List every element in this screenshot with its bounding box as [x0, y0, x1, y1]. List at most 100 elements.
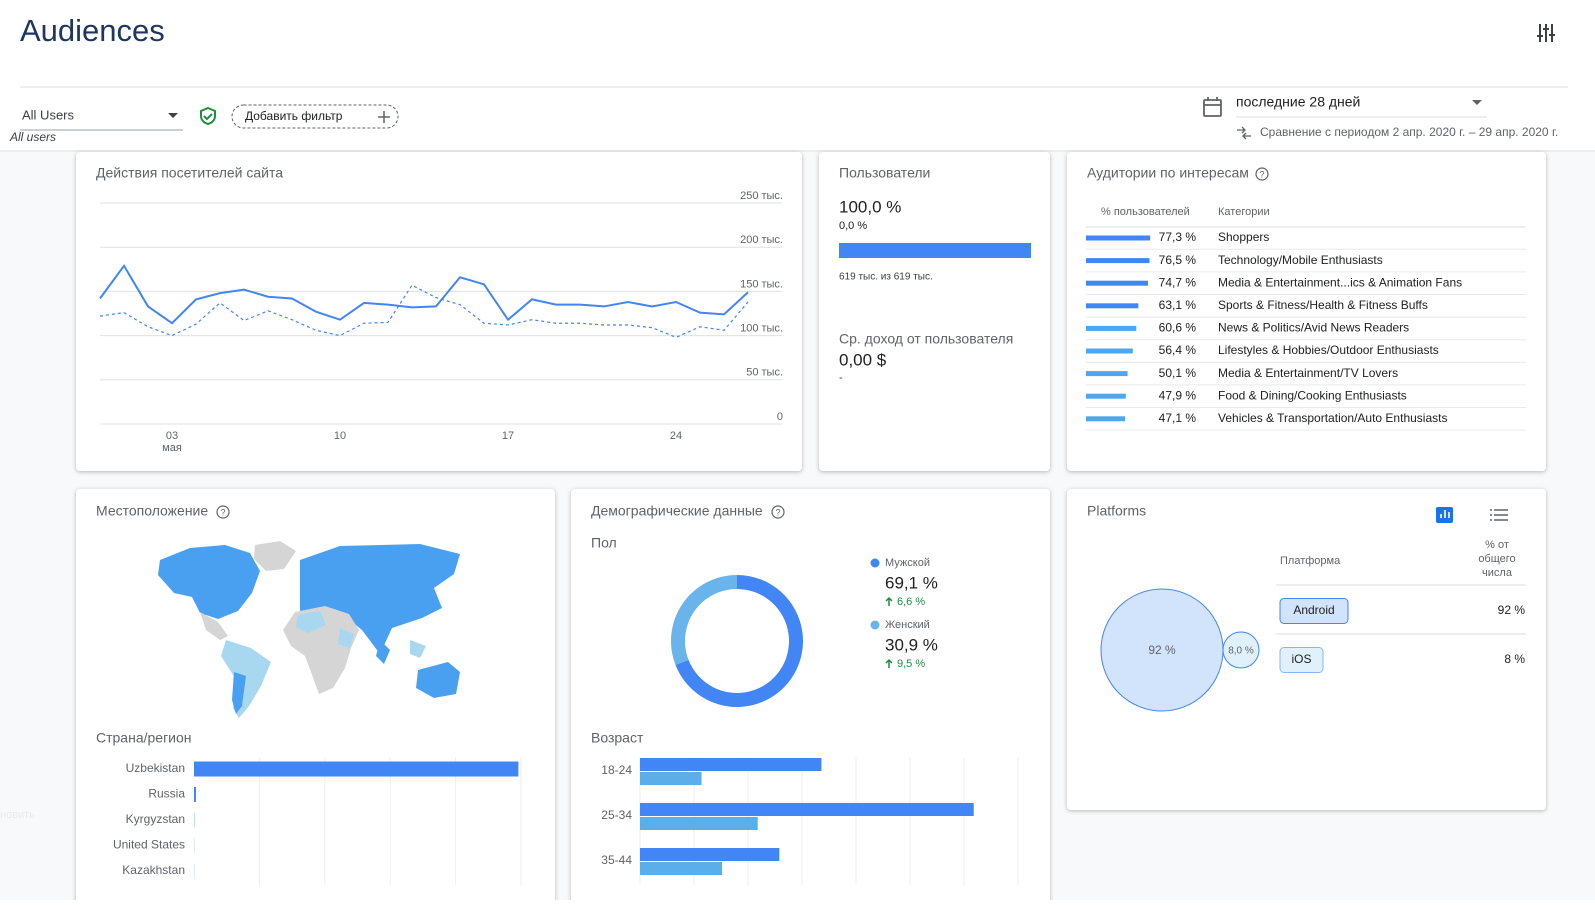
column-header: Категории [1218, 206, 1270, 218]
age-bar [640, 817, 758, 830]
column-header: % пользователей [1101, 206, 1190, 218]
interest-value: 74,7 % [1159, 275, 1197, 289]
revenue-change: - [839, 372, 843, 384]
revenue-title: Ср. доход от пользователя [839, 331, 1013, 347]
date-range[interactable]: последние 28 дней [1236, 94, 1360, 110]
x-tick-label: 03 [166, 430, 178, 442]
section-title: Возраст [591, 730, 644, 746]
interest-value: 56,4 % [1159, 343, 1197, 357]
interest-value: 77,3 % [1159, 230, 1197, 244]
column-header-wrap: % от общего числа [1472, 538, 1532, 584]
interest-bar [1086, 371, 1128, 376]
gender-change: 9,5 % [897, 658, 925, 670]
interest-bar [1086, 236, 1150, 241]
interest-value: 50,1 % [1159, 366, 1197, 380]
interest-category: Media & Entertainment/TV Lovers [1218, 366, 1398, 380]
interest-bar [1086, 303, 1138, 308]
legend-label: Женский [885, 619, 930, 631]
revenue-value: 0,00 $ [839, 350, 887, 369]
legend-dot [871, 559, 880, 568]
country-label: United States [113, 838, 185, 852]
column-header: % от общего числа [1472, 538, 1522, 580]
card-title: Местоположение [96, 503, 208, 519]
gender-value: 30,9 % [885, 635, 938, 654]
country-bar [194, 787, 196, 802]
y-tick-label: 100 тыс. [740, 323, 783, 335]
page-title: Audiences [20, 13, 165, 48]
platform-value: 92 % [1498, 603, 1526, 617]
gender-value: 69,1 % [885, 573, 938, 592]
interest-value: 47,1 % [1159, 411, 1197, 425]
interest-category: Shoppers [1218, 230, 1269, 244]
users-count: 619 тыс. из 619 тыс. [839, 272, 933, 283]
card-title: Демографические данные [591, 503, 763, 519]
x-month-label: мая [162, 442, 182, 454]
y-tick-label: 250 тыс. [740, 190, 783, 202]
platform-name: Android [1293, 603, 1334, 617]
x-tick-label: 17 [502, 430, 514, 442]
shield-icon [201, 108, 215, 124]
y-tick-label: 0 [777, 411, 783, 423]
country-label: Uzbekistan [126, 761, 185, 775]
country-label: Kyrgyzstan [126, 812, 185, 826]
compare-icon [1237, 127, 1251, 139]
users-change: 0,0 % [839, 220, 867, 232]
interest-value: 60,6 % [1159, 321, 1197, 335]
interest-category: Media & Entertainment...ics & Animation … [1218, 275, 1462, 289]
svg-text:?: ? [220, 507, 225, 517]
card-title: Пользователи [839, 165, 930, 181]
card-title: Platforms [1087, 503, 1146, 519]
interest-category: Sports & Fitness/Health & Fitness Buffs [1218, 298, 1428, 312]
country-bar [194, 762, 518, 777]
interest-value: 76,5 % [1159, 253, 1197, 267]
age-bar [640, 803, 974, 816]
interest-bar [1086, 281, 1148, 286]
age-bar [640, 758, 821, 771]
country-label: Russia [148, 787, 185, 801]
settings-icon[interactable] [1537, 24, 1555, 42]
segment-select[interactable]: All Users [22, 107, 75, 122]
y-tick-label: 200 тыс. [740, 234, 783, 246]
interest-value: 47,9 % [1159, 388, 1197, 402]
comparison-text: Сравнение с периодом 2 апр. 2020 г. – 29… [1260, 125, 1558, 139]
platform-name: iOS [1291, 652, 1311, 666]
age-label: 18-24 [601, 763, 632, 777]
x-tick-label: 24 [670, 430, 682, 442]
column-header: Платформа [1280, 555, 1341, 567]
section-title: Страна/регион [96, 730, 192, 746]
users-percent: 100,0 % [839, 197, 901, 216]
segment-caption: All users [9, 130, 56, 144]
x-tick-label: 10 [334, 430, 346, 442]
sidebar-fragment: новить [0, 809, 35, 821]
interest-value: 63,1 % [1159, 298, 1197, 312]
bubble-label: 92 % [1148, 643, 1176, 657]
add-filter-label[interactable]: Добавить фильтр [245, 109, 343, 123]
interest-bar [1086, 349, 1133, 354]
interest-bar [1086, 394, 1126, 399]
interest-bar [1086, 258, 1149, 263]
card [571, 489, 1050, 900]
interest-bar [1086, 326, 1136, 331]
y-tick-label: 150 тыс. [740, 278, 783, 290]
interest-category: Lifestyles & Hobbies/Outdoor Enthusiasts [1218, 343, 1439, 357]
age-label: 25-34 [601, 808, 632, 822]
country-label: Kazakhstan [122, 863, 185, 877]
dropdown-arrow[interactable] [1472, 100, 1482, 105]
interest-category: Vehicles & Transportation/Auto Enthusias… [1218, 411, 1447, 425]
platform-value: 8 % [1504, 652, 1525, 666]
age-bar [640, 862, 722, 875]
chart-view-button[interactable] [1436, 507, 1453, 523]
users-bar [839, 243, 1031, 258]
svg-text:?: ? [775, 507, 780, 517]
interest-bar [1086, 416, 1125, 421]
interest-category: Technology/Mobile Enthusiasts [1218, 253, 1383, 267]
y-tick-label: 50 тыс. [746, 367, 783, 379]
gender-change: 6,6 % [897, 596, 925, 608]
card-title: Действия посетителей сайта [96, 165, 283, 181]
interest-category: News & Politics/Avid News Readers [1218, 321, 1409, 335]
check [204, 114, 212, 119]
calendar-icon[interactable] [1204, 97, 1221, 116]
dropdown-arrow[interactable] [168, 113, 178, 118]
legend-label: Мужской [885, 557, 930, 569]
